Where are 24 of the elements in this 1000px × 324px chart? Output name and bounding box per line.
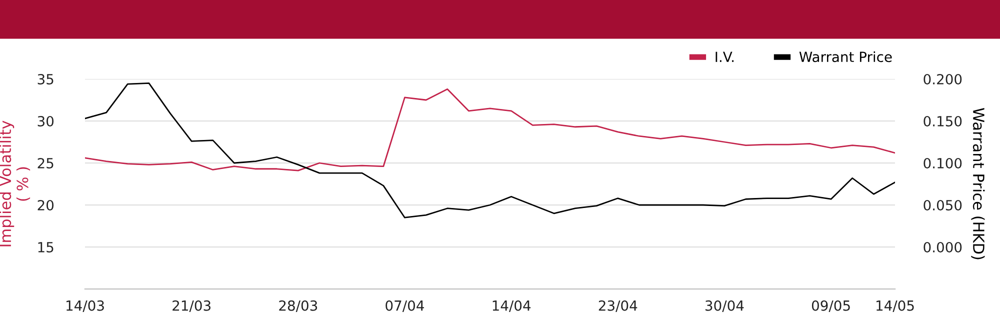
y2-tick-label: 0.000 — [924, 242, 962, 252]
y2-axis-title: Warrant Price (HKD) — [971, 108, 985, 260]
line-series — [85, 88, 895, 172]
y2-tick-label: 0.050 — [924, 200, 962, 210]
x-tick-label: 14/05 — [876, 300, 914, 312]
x-tick-label: 21/03 — [172, 300, 210, 312]
y-tick-label: 35 — [38, 74, 54, 84]
y2-tick-label: 0.200 — [924, 74, 962, 84]
y-tick-label: 25 — [38, 158, 54, 168]
line-series — [85, 82, 895, 218]
x-tick-label: 09/05 — [812, 300, 850, 312]
y2-tick-label: 0.100 — [924, 158, 962, 168]
x-tick-label: 07/04 — [386, 300, 424, 312]
x-tick-label: 14/03 — [66, 300, 104, 312]
x-tick-label: 30/04 — [706, 300, 744, 312]
y-tick-label: 15 — [38, 242, 54, 252]
x-tick-label: 14/04 — [492, 300, 531, 312]
legend-label: I.V. — [716, 52, 734, 62]
legend-label: Warrant Price — [799, 51, 892, 62]
x-tick-label: 28/03 — [279, 300, 318, 312]
y-tick-label: 20 — [38, 200, 54, 210]
y-tick-label: 30 — [38, 116, 54, 126]
x-tick-label: 23/04 — [598, 300, 638, 312]
y2-tick-label: 0.150 — [924, 116, 962, 126]
